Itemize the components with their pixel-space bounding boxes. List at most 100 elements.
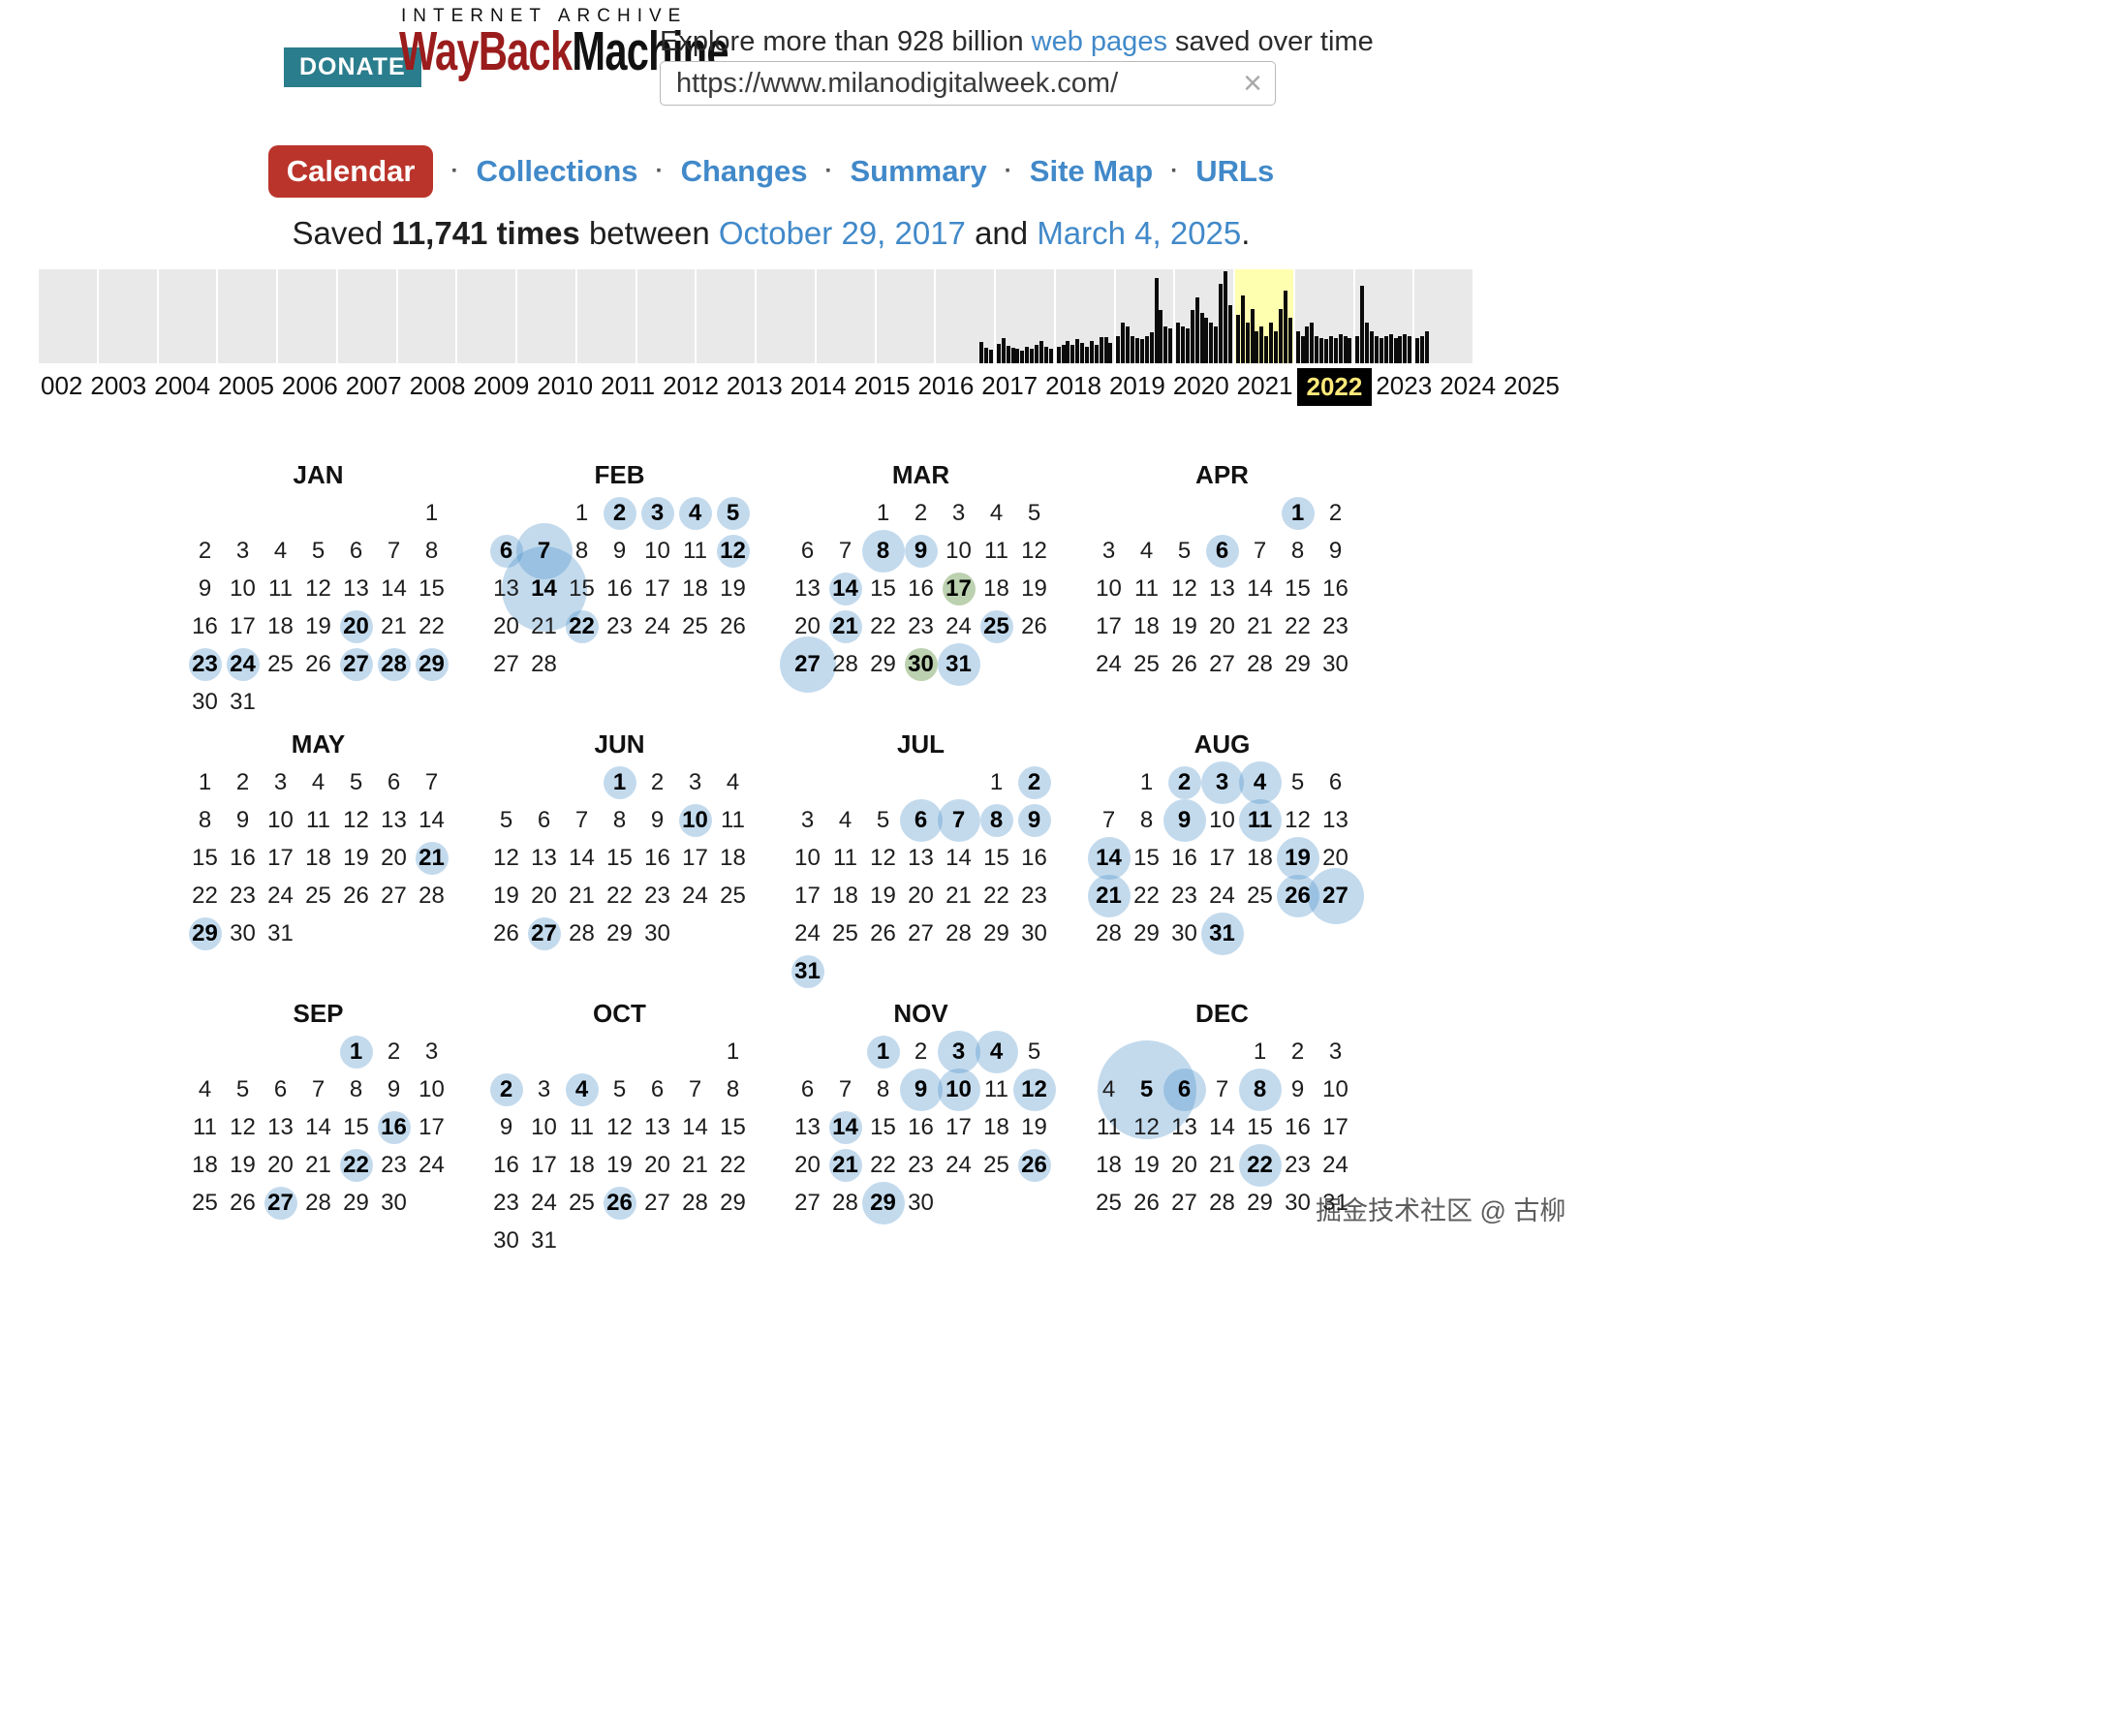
day-dec-8[interactable]: 8 [1238, 1068, 1282, 1111]
day-feb-14[interactable]: 14 [501, 545, 587, 632]
day-nov-1[interactable]: 1 [864, 1033, 902, 1070]
timeline-year-column-2023[interactable] [1294, 269, 1355, 363]
day-jan-20[interactable]: 20 [337, 607, 375, 645]
day-aug-26[interactable]: 26 [1276, 874, 1319, 917]
timeline-year-label-2012[interactable]: 2012 [659, 368, 723, 406]
timeline-year-column-2012[interactable] [636, 269, 698, 363]
day-aug-3[interactable]: 3 [1200, 760, 1244, 804]
timeline-year-label-2020[interactable]: 2020 [1169, 368, 1233, 406]
day-apr-6[interactable]: 6 [1203, 532, 1241, 570]
timeline-year-column-2015[interactable] [816, 269, 877, 363]
tab-changes[interactable]: Changes [680, 154, 808, 188]
tab-collections[interactable]: Collections [476, 154, 638, 188]
timeline-year-label-2014[interactable]: 2014 [787, 368, 851, 406]
timeline-year-column-2006[interactable] [278, 269, 338, 363]
day-aug-4[interactable]: 4 [1238, 760, 1282, 804]
day-nov-3[interactable]: 3 [937, 1030, 980, 1073]
timeline-year-label-2008[interactable]: 2008 [406, 368, 470, 406]
timeline-year-label-2010[interactable]: 2010 [533, 368, 597, 406]
day-jan-27[interactable]: 27 [337, 645, 375, 683]
timeline-year-label-2004[interactable]: 2004 [150, 368, 214, 406]
day-jan-23[interactable]: 23 [186, 645, 224, 683]
day-oct-2[interactable]: 2 [487, 1070, 525, 1108]
clear-icon[interactable]: × [1243, 65, 1262, 102]
tab-site-map[interactable]: Site Map [1029, 154, 1154, 188]
day-jul-8[interactable]: 8 [977, 801, 1015, 839]
day-aug-21[interactable]: 21 [1087, 874, 1131, 917]
timeline-year-column-2019[interactable] [1055, 269, 1116, 363]
day-aug-19[interactable]: 19 [1276, 836, 1319, 880]
day-mar-31[interactable]: 31 [937, 642, 980, 686]
day-sep-1[interactable]: 1 [337, 1033, 375, 1070]
timeline-year-label-2019[interactable]: 2019 [1105, 368, 1169, 406]
day-jun-10[interactable]: 10 [676, 801, 714, 839]
timeline-year-column-2009[interactable] [457, 269, 517, 363]
timeline-year-label-2016[interactable]: 2016 [914, 368, 977, 406]
timeline-year-column-2017[interactable] [936, 269, 996, 363]
day-feb-3[interactable]: 3 [638, 494, 676, 532]
day-may-21[interactable]: 21 [413, 839, 450, 877]
day-mar-30[interactable]: 30 [902, 645, 940, 683]
day-nov-21[interactable]: 21 [826, 1146, 864, 1184]
day-oct-26[interactable]: 26 [601, 1184, 638, 1222]
day-sep-27[interactable]: 27 [262, 1184, 299, 1222]
timeline-year-column-002[interactable] [37, 269, 99, 363]
day-jan-24[interactable]: 24 [224, 645, 262, 683]
day-sep-16[interactable]: 16 [375, 1108, 413, 1146]
timeline-year-label-2023[interactable]: 2023 [1372, 368, 1436, 406]
timeline-year-column-2020[interactable] [1115, 269, 1176, 363]
day-feb-12[interactable]: 12 [714, 532, 752, 570]
timeline-year-column-2018[interactable] [996, 269, 1056, 363]
timeline-year-column-2024[interactable] [1354, 269, 1415, 363]
timeline-year-label-2024[interactable]: 2024 [1436, 368, 1500, 406]
day-nov-9[interactable]: 9 [899, 1068, 943, 1111]
day-aug-14[interactable]: 14 [1087, 836, 1131, 880]
day-jan-28[interactable]: 28 [375, 645, 413, 683]
timeline-year-label-2007[interactable]: 2007 [342, 368, 406, 406]
timeline-year-column-2025[interactable] [1414, 269, 1474, 363]
day-sep-22[interactable]: 22 [337, 1146, 375, 1184]
day-jul-9[interactable]: 9 [1015, 801, 1053, 839]
day-mar-17[interactable]: 17 [940, 570, 977, 607]
timeline-year-label-2015[interactable]: 2015 [851, 368, 914, 406]
timeline-year-label-2022[interactable]: 2022 [1296, 368, 1373, 406]
last-snapshot-link[interactable]: March 4, 2025 [1037, 215, 1242, 251]
day-aug-31[interactable]: 31 [1200, 912, 1244, 955]
day-aug-2[interactable]: 2 [1165, 763, 1203, 801]
timeline-year-column-2004[interactable] [158, 269, 219, 363]
day-dec-5[interactable]: 5 [1097, 1039, 1196, 1139]
day-feb-7[interactable]: 7 [515, 522, 573, 579]
day-jan-29[interactable]: 29 [413, 645, 450, 683]
day-mar-8[interactable]: 8 [861, 529, 905, 573]
timeline-year-label-002[interactable]: 002 [37, 368, 86, 406]
day-mar-21[interactable]: 21 [826, 607, 864, 645]
day-nov-4[interactable]: 4 [975, 1030, 1018, 1073]
tab-urls[interactable]: URLs [1195, 154, 1275, 188]
day-jul-31[interactable]: 31 [789, 952, 826, 990]
timeline-year-column-2013[interactable] [697, 269, 757, 363]
day-may-29[interactable]: 29 [186, 914, 224, 952]
day-mar-25[interactable]: 25 [977, 607, 1015, 645]
day-mar-9[interactable]: 9 [902, 532, 940, 570]
timeline-year-label-2011[interactable]: 2011 [597, 368, 659, 406]
day-aug-11[interactable]: 11 [1238, 798, 1282, 842]
day-jul-6[interactable]: 6 [899, 798, 943, 842]
timeline-year-label-2003[interactable]: 2003 [86, 368, 150, 406]
first-snapshot-link[interactable]: October 29, 2017 [718, 215, 966, 251]
timeline-year-label-2009[interactable]: 2009 [469, 368, 533, 406]
day-dec-6[interactable]: 6 [1162, 1068, 1206, 1111]
timeline-year-label-2025[interactable]: 2025 [1500, 368, 1564, 406]
timeline-year-column-2021[interactable] [1175, 269, 1235, 363]
day-feb-6[interactable]: 6 [487, 532, 525, 570]
day-feb-22[interactable]: 22 [563, 607, 601, 645]
day-jul-2[interactable]: 2 [1015, 763, 1053, 801]
donate-button[interactable]: DONATE [284, 47, 421, 87]
day-apr-1[interactable]: 1 [1279, 494, 1317, 532]
timeline-year-label-2021[interactable]: 2021 [1233, 368, 1297, 406]
day-jun-27[interactable]: 27 [525, 914, 563, 952]
day-feb-2[interactable]: 2 [601, 494, 638, 532]
timeline-year-column-2005[interactable] [218, 269, 278, 363]
day-nov-10[interactable]: 10 [937, 1068, 980, 1111]
timeline-year-column-2014[interactable] [757, 269, 817, 363]
timeline-year-column-2010[interactable] [517, 269, 577, 363]
